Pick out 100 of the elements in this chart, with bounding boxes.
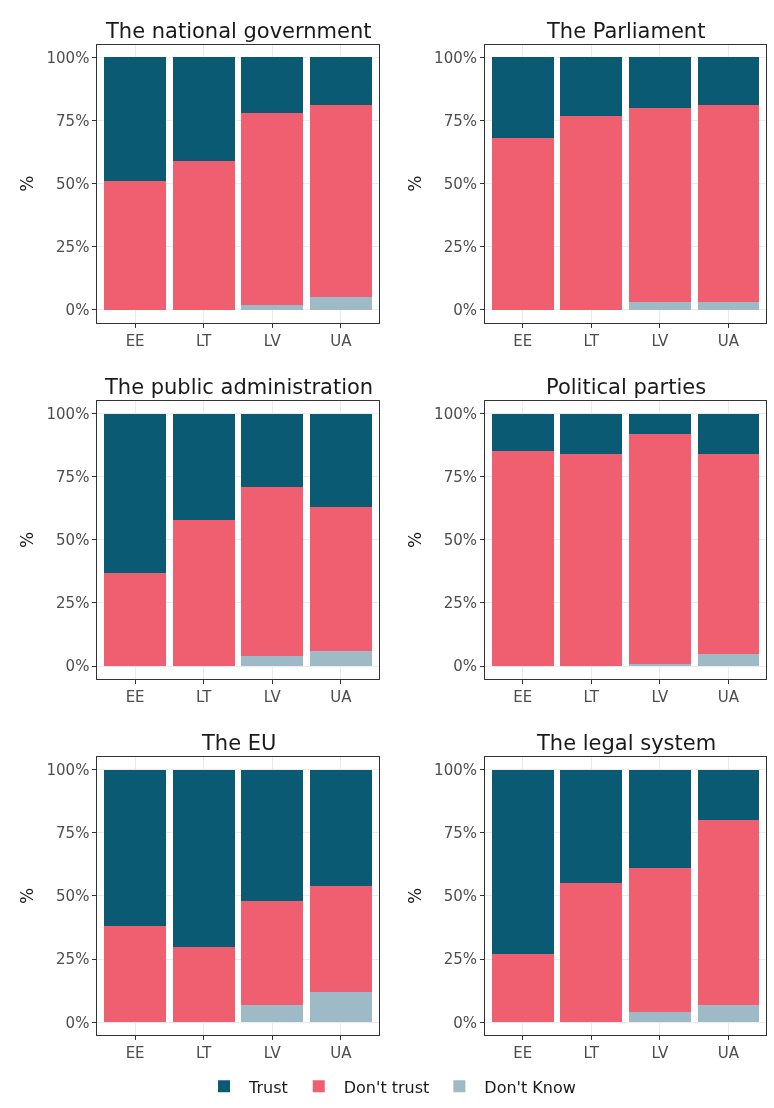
bar	[629, 57, 691, 108]
bar	[629, 107, 691, 303]
bar	[697, 453, 760, 654]
y-tick-label: 50%	[443, 887, 477, 906]
x-tick-label: LT	[195, 687, 213, 706]
y-tick-label: 75%	[56, 111, 90, 130]
y-tick-label: 75%	[443, 467, 477, 486]
x-tick-label: LT	[195, 1043, 213, 1062]
y-tick-label: 100%	[46, 404, 90, 423]
chart-title: The EU	[201, 731, 277, 755]
bar	[241, 486, 304, 657]
bar	[629, 1012, 691, 1023]
y-axis-title: %	[404, 887, 425, 905]
x-tick-label: LT	[583, 687, 600, 706]
bar	[104, 413, 166, 573]
x-tick-label: UA	[717, 687, 740, 706]
bar	[491, 413, 554, 452]
y-tick-label: 0%	[453, 1013, 477, 1032]
y-axis-title: %	[404, 531, 425, 548]
x-tick-label: UA	[717, 331, 740, 350]
bar	[629, 769, 691, 869]
bar	[629, 433, 691, 664]
bar	[310, 885, 372, 992]
legend-label: Don't trust	[343, 1077, 430, 1097]
bar	[560, 453, 623, 667]
y-tick-label: 0%	[65, 657, 90, 676]
bar	[172, 160, 235, 310]
y-tick-label: 0%	[453, 301, 477, 320]
bar	[560, 115, 623, 310]
bar	[629, 868, 691, 1013]
x-tick-label: LV	[263, 687, 282, 706]
bar	[241, 901, 304, 1005]
x-tick-label: UA	[330, 331, 353, 350]
bar	[697, 653, 760, 667]
x-tick-label: EE	[125, 687, 145, 706]
bar	[172, 57, 235, 161]
bar	[172, 413, 235, 520]
y-tick-label: 50%	[443, 531, 477, 550]
y-tick-label: 75%	[56, 824, 90, 843]
y-tick-label: 25%	[443, 594, 477, 613]
bar	[104, 572, 166, 667]
bar	[629, 413, 691, 434]
chart-title: The public administration	[104, 375, 374, 399]
y-tick-label: 50%	[56, 174, 90, 193]
y-tick-label: 75%	[443, 824, 477, 843]
chart-title: The national government	[105, 19, 372, 43]
y-tick-label: 25%	[56, 238, 90, 257]
bar	[697, 302, 760, 310]
bar	[172, 519, 235, 667]
y-tick-label: 25%	[56, 594, 90, 613]
y-axis-title: %	[17, 531, 38, 548]
y-tick-label: 100%	[434, 48, 477, 67]
bar	[491, 451, 554, 667]
x-tick-label: LV	[651, 687, 670, 706]
bar	[697, 1004, 760, 1023]
bar	[241, 769, 304, 902]
legend-label: Don't Know	[484, 1077, 576, 1097]
x-tick-label: LV	[651, 331, 670, 350]
bar	[310, 105, 372, 298]
y-tick-label: 25%	[443, 950, 477, 969]
y-tick-label: 100%	[434, 760, 477, 779]
y-tick-label: 100%	[46, 48, 90, 67]
x-tick-label: LV	[263, 331, 282, 350]
bar	[560, 413, 623, 454]
legend-label: Trust	[248, 1077, 288, 1097]
bar	[697, 769, 760, 821]
x-tick-label: LT	[195, 331, 213, 350]
bar	[241, 304, 304, 310]
y-tick-label: 25%	[443, 238, 477, 257]
bar	[697, 57, 760, 106]
x-tick-label: EE	[125, 331, 145, 350]
bar	[310, 413, 372, 508]
bar	[491, 57, 554, 139]
y-axis-title: %	[404, 175, 425, 192]
x-tick-label: UA	[330, 1043, 353, 1062]
bar	[104, 926, 166, 1023]
bar	[491, 138, 554, 310]
bar	[560, 883, 623, 1023]
bar	[241, 113, 304, 305]
bar	[310, 769, 372, 886]
x-tick-label: LV	[651, 1043, 670, 1062]
bar	[241, 57, 304, 114]
y-axis-title: %	[17, 887, 38, 905]
bar	[560, 57, 623, 116]
y-tick-label: 0%	[453, 657, 477, 676]
x-tick-label: LT	[583, 331, 600, 350]
bar	[104, 769, 166, 927]
y-tick-label: 100%	[434, 404, 477, 423]
x-tick-label: EE	[513, 687, 533, 706]
bar	[241, 1004, 304, 1023]
bar	[104, 181, 166, 310]
bar	[172, 769, 235, 947]
bar	[310, 507, 372, 651]
bar	[310, 297, 372, 310]
x-tick-label: LV	[263, 1043, 282, 1062]
y-tick-label: 75%	[56, 467, 90, 486]
chart-title: Political parties	[546, 375, 707, 399]
x-tick-label: UA	[330, 687, 353, 706]
bar	[241, 656, 304, 667]
bar	[697, 413, 760, 454]
